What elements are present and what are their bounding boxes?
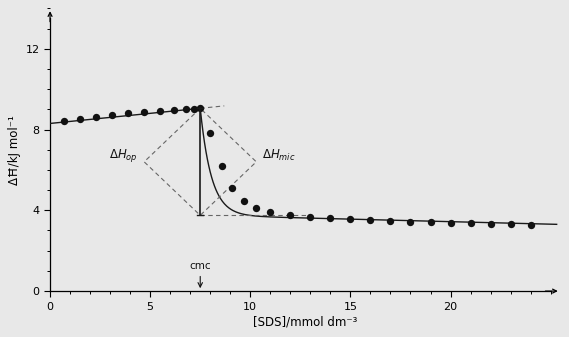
- Point: [156, 108, 165, 114]
- Point: [446, 220, 455, 226]
- Point: [92, 114, 101, 120]
- Point: [240, 198, 249, 204]
- Point: [286, 212, 295, 217]
- Y-axis label: ΔĦ/kJ mol⁻¹: ΔĦ/kJ mol⁻¹: [9, 115, 21, 185]
- Point: [60, 118, 69, 124]
- Point: [366, 218, 375, 223]
- Point: [76, 116, 85, 122]
- Text: $\Delta H_{mic}$: $\Delta H_{mic}$: [262, 148, 296, 163]
- Point: [386, 218, 395, 224]
- Point: [218, 163, 227, 168]
- Point: [506, 221, 515, 227]
- Point: [426, 220, 435, 225]
- Point: [170, 107, 179, 113]
- Point: [205, 130, 215, 135]
- Point: [228, 185, 237, 191]
- Point: [196, 105, 205, 111]
- Point: [306, 214, 315, 219]
- Point: [123, 111, 133, 116]
- X-axis label: [SDS]/mmol dm⁻³: [SDS]/mmol dm⁻³: [253, 316, 357, 329]
- Point: [406, 219, 415, 224]
- Point: [251, 206, 261, 211]
- Point: [266, 210, 275, 215]
- Point: [466, 221, 475, 226]
- Point: [346, 217, 355, 222]
- Point: [108, 112, 117, 118]
- Point: [182, 106, 191, 112]
- Point: [139, 109, 149, 115]
- Point: [486, 221, 495, 226]
- Point: [326, 216, 335, 221]
- Text: $\Delta H_{op}$: $\Delta H_{op}$: [109, 147, 138, 164]
- Point: [189, 106, 199, 111]
- Point: [526, 222, 535, 227]
- Text: cmc: cmc: [189, 261, 211, 287]
